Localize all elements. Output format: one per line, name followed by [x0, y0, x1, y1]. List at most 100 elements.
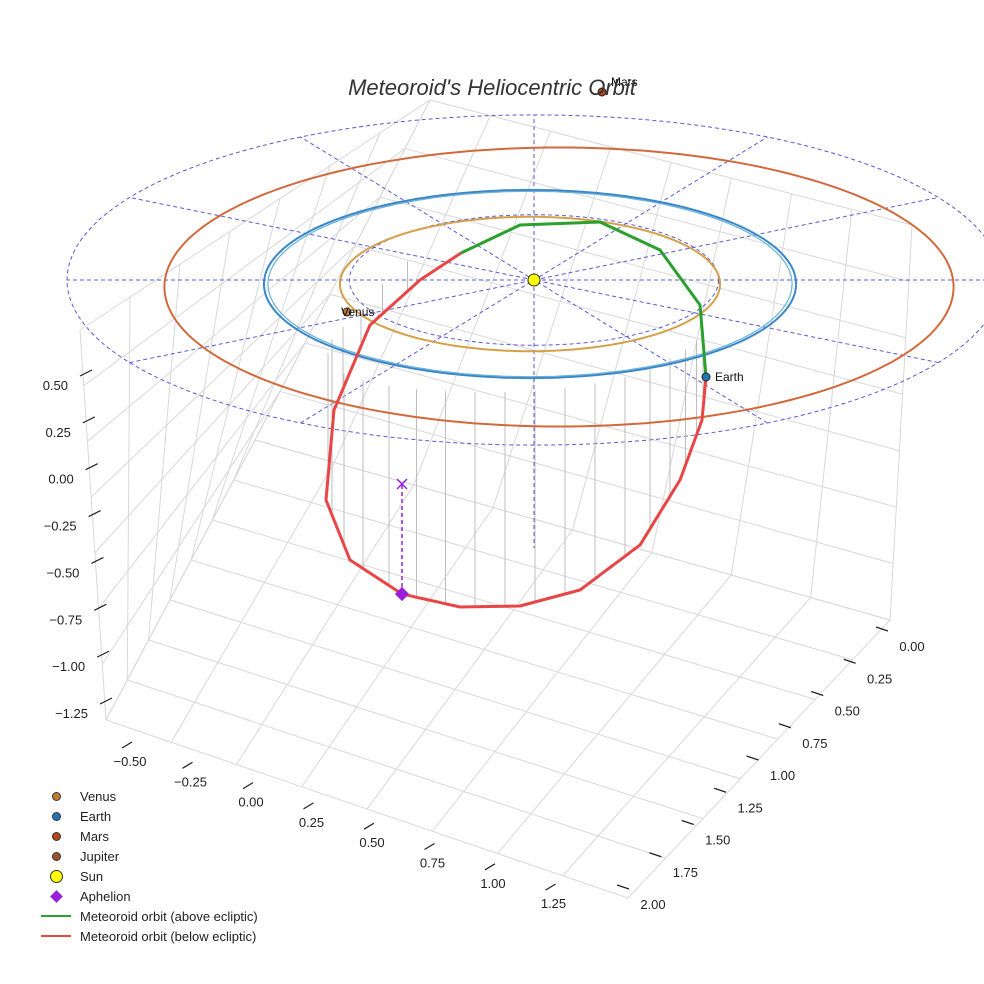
x-tick-mark: [182, 761, 193, 769]
floor-grid-line: [366, 529, 573, 810]
legend-swatch: [38, 886, 74, 906]
wall-grid-line: [79, 99, 431, 331]
wall-grid-line: [492, 146, 612, 508]
z-tick-label: −0.50: [47, 565, 80, 580]
z-tick-label: 0.50: [43, 378, 68, 393]
y-tick-mark: [649, 852, 662, 858]
wall-grid-line: [254, 99, 431, 441]
wall-grid-line: [83, 148, 406, 387]
floor-grid-line: [301, 507, 494, 788]
x-tick-mark: [545, 883, 556, 891]
y-tick-mark: [875, 626, 889, 632]
legend-swatch: [38, 826, 74, 846]
legend-label: Aphelion: [80, 888, 131, 904]
wall-grid-line: [126, 297, 131, 681]
x-tick-mark: [242, 782, 254, 790]
y-tick-label: 2.00: [640, 897, 665, 912]
floor-grid-line: [627, 619, 891, 899]
z-tick-label: 0.00: [48, 472, 73, 487]
axis-grid-panes: [79, 99, 913, 899]
z-tick-label: −1.00: [52, 659, 85, 674]
y-tick-label: 1.25: [737, 800, 762, 815]
wall-grid-line: [651, 178, 732, 553]
x-tick-label: −0.50: [114, 754, 147, 769]
wall-grid-line: [211, 165, 331, 521]
y-tick-label: 1.75: [673, 865, 698, 880]
wall-grid-line: [98, 342, 306, 609]
x-tick-mark: [121, 741, 133, 749]
legend-item: Aphelion: [38, 886, 258, 906]
x-tick-label: 1.25: [541, 896, 566, 911]
x-tick-mark: [303, 802, 314, 810]
z-tick-mark: [85, 463, 98, 471]
legend-item: Sun: [38, 866, 258, 886]
legend-item: Mars: [38, 826, 258, 846]
x-tick-label: −0.25: [174, 774, 207, 789]
meteoroid-orbit-below: [324, 251, 708, 609]
markers: Venus Earth Mars: [341, 75, 744, 602]
legend-item: Earth: [38, 806, 258, 826]
orbit-mars: [163, 146, 955, 428]
wall-grid-line: [233, 132, 381, 481]
ecliptic-radial-line: [129, 196, 939, 364]
wall-grid-line: [413, 131, 551, 486]
wall-grid-line: [169, 231, 231, 601]
legend-item: Meteoroid orbit (above ecliptic): [38, 906, 258, 926]
y-tick-mark: [843, 658, 856, 664]
legend-label: Earth: [80, 808, 112, 824]
z-tick-mark: [94, 603, 107, 611]
marker-aphelion: [394, 586, 410, 602]
ecliptic-reference-circle: [66, 114, 984, 446]
z-tick-mark: [96, 650, 110, 658]
floor-grid-line: [431, 552, 653, 832]
wall-grid-line: [105, 439, 256, 721]
z-tick-mark: [88, 510, 101, 518]
wall-grid-line: [254, 439, 891, 621]
legend-label: Venus: [80, 788, 117, 804]
x-tick-label: 0.00: [238, 795, 263, 810]
y-tick-mark: [616, 884, 630, 890]
floor-grid-line: [169, 599, 741, 780]
y-tick-mark: [713, 787, 727, 793]
floor-grid-line: [236, 484, 415, 765]
legend-label: Sun: [80, 868, 104, 884]
orbit-venus: [338, 215, 721, 353]
legend-swatch: [38, 786, 74, 806]
legend-swatch: [38, 846, 74, 866]
y-tick-label: 1.00: [770, 768, 795, 783]
floor-grid-line: [233, 479, 853, 661]
floor-grid-line: [190, 559, 778, 740]
legend-label: Jupiter: [80, 848, 120, 864]
wall-grid-line: [279, 390, 894, 565]
y-tick-label: 0.50: [835, 704, 860, 719]
legend: Venus Earth Mars Jupiter Sun Aphelion Meteoroi…: [38, 786, 258, 946]
z-tick-mark: [82, 416, 96, 424]
floor-grid-line: [105, 719, 629, 899]
floor-grid-line: [148, 639, 704, 820]
z-tick-label: −0.25: [44, 519, 77, 534]
orbit-earth-inner: [267, 190, 793, 378]
y-tick-label: 0.25: [867, 671, 892, 686]
wall-grid-line: [889, 224, 913, 621]
meteoroid-orbit: [324, 220, 708, 609]
legend-diamond-icon: [49, 889, 63, 903]
y-tick-mark: [778, 723, 792, 729]
z-tick-label: −1.25: [55, 706, 88, 721]
legend-dot-icon: [51, 811, 61, 821]
wall-grid-line: [94, 293, 331, 554]
wall-grid-line: [404, 148, 909, 282]
floor-grid-line: [497, 574, 732, 854]
floor-grid-line: [212, 519, 816, 700]
legend-item: Venus: [38, 786, 258, 806]
legend-line-icon: [41, 935, 71, 937]
x-tick-label: 1.00: [480, 876, 505, 891]
axis-ticks: −0.50 −0.25 0.00 0.25 0.50 0.75 1.00 1.25 0.00 0.…: [43, 369, 925, 912]
legend-dot-icon: [51, 851, 61, 861]
legend-item: Meteoroid orbit (below ecliptic): [38, 926, 258, 946]
label-mars: Mars: [611, 75, 638, 89]
legend-dot-icon: [51, 791, 61, 801]
legend-swatch: [38, 906, 74, 926]
wall-grid-line: [810, 209, 853, 598]
wall-grid-line: [572, 162, 672, 531]
